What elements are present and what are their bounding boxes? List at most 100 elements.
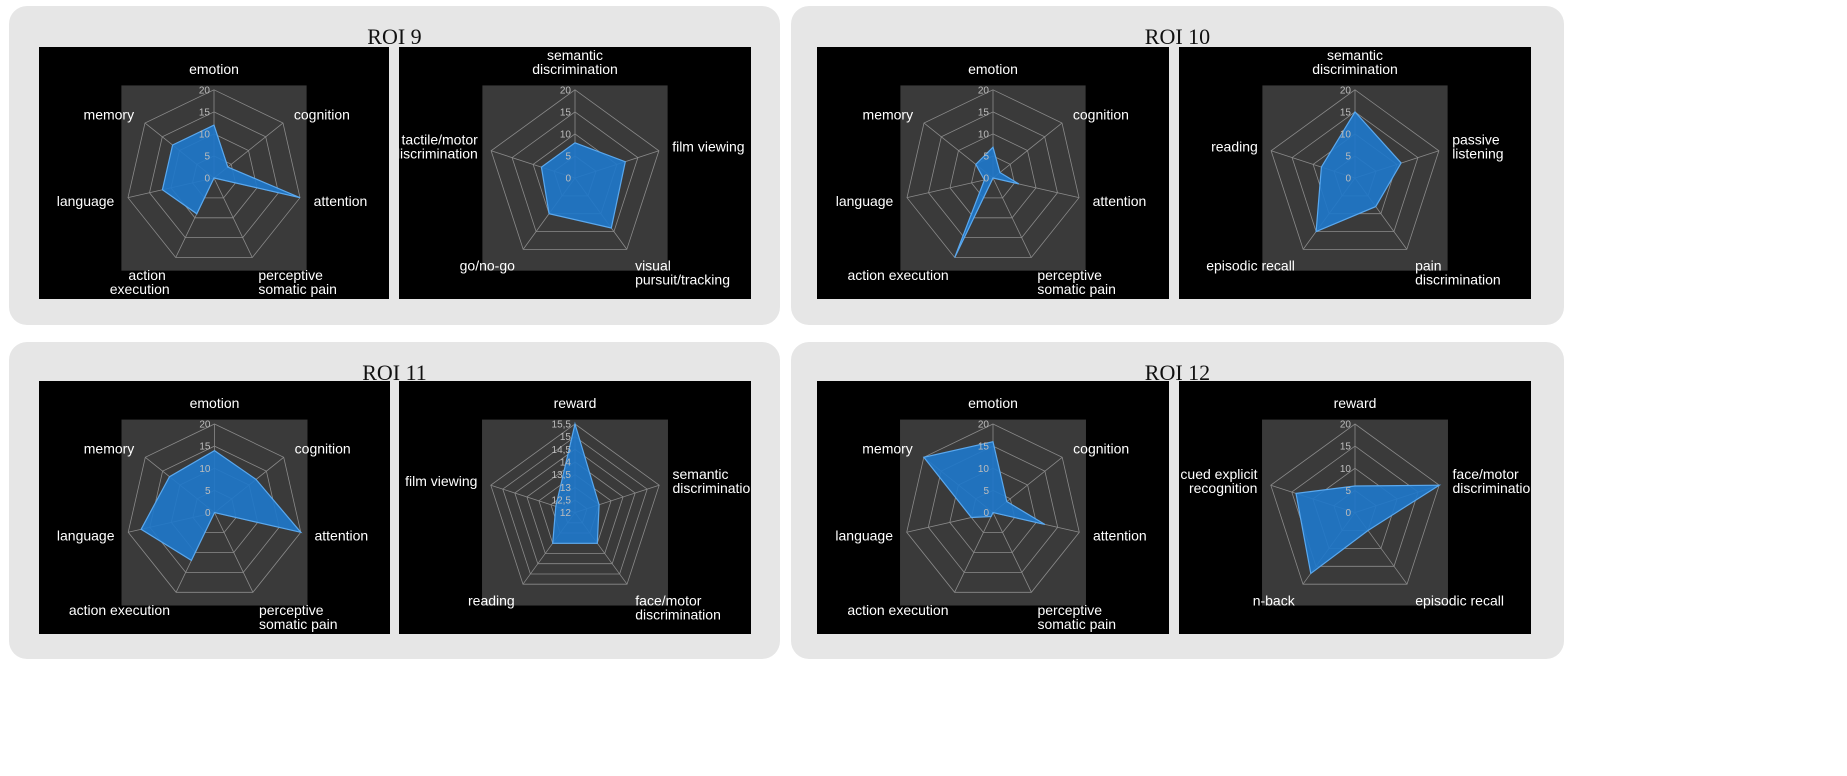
- tick-label: 0: [565, 174, 571, 185]
- axis-label: semantic discrimination: [1312, 47, 1398, 77]
- tick-label: 0: [983, 508, 989, 519]
- axis-label: attention: [314, 527, 368, 543]
- axis-label: memory: [84, 106, 135, 122]
- grid-ring: [927, 445, 1059, 573]
- grid-ring: [1291, 445, 1419, 567]
- grid-ring: [906, 89, 1080, 258]
- roi-panel-9: ROI 9 0 5 10 15 20 emotion cognition attention p…: [9, 6, 780, 325]
- axis-label: action execution: [69, 602, 170, 618]
- axis-label: language: [835, 527, 893, 543]
- tick-label: 10: [1340, 129, 1352, 140]
- grid-ring: [971, 155, 1015, 199]
- grid-ring: [127, 423, 302, 593]
- axis-label: perceptive somatic pain: [1037, 267, 1116, 297]
- spoke: [992, 177, 1032, 258]
- radar-chart: 0 5 10 15 20 emotion cognition attention percept…: [817, 381, 1169, 634]
- tick-label: 5: [204, 151, 210, 162]
- radar-chart: 0 5 10 15 20 reward face/motor discrimination ep…: [1179, 381, 1531, 634]
- tick-label: 10: [560, 129, 572, 140]
- tick-label: 20: [199, 420, 211, 431]
- roi-panel-12: ROI 12 0 5 10 15 20 emotion cognition attention…: [791, 342, 1564, 659]
- tick-label: 15: [1340, 107, 1352, 118]
- tick-label: 15: [560, 432, 572, 443]
- tick-label: 10: [1340, 464, 1352, 475]
- grid-ring: [1270, 89, 1440, 250]
- spoke: [954, 512, 994, 593]
- axis-label: perceptive somatic pain: [1037, 602, 1116, 632]
- axis-label: memory: [84, 441, 135, 457]
- axis-label: language: [57, 193, 115, 209]
- grid-ring: [928, 111, 1058, 239]
- grid-ring: [511, 111, 639, 233]
- tick-label: 15: [199, 442, 211, 453]
- axis-label: cognition: [294, 106, 350, 122]
- tick-label: 12: [560, 508, 572, 519]
- grid-ring: [526, 461, 624, 554]
- radar-svg: 0 5 10 15 20 semantic discrimination film viewi…: [399, 47, 745, 288]
- axis-label: reading: [1211, 138, 1258, 154]
- tick-label: 5: [1345, 486, 1351, 497]
- axis-label: go/no-go: [460, 258, 515, 274]
- axis-label: episodic recall: [1415, 593, 1504, 609]
- tick-label: 10: [199, 464, 211, 475]
- tick-label: 15: [199, 107, 211, 118]
- spoke: [992, 512, 1032, 593]
- tick-label: 15: [978, 442, 990, 453]
- grid-ring: [906, 423, 1080, 593]
- radar-svg: 0 5 10 15 20 emotion cognition attention percept…: [836, 61, 1147, 297]
- tick-label: 0: [205, 508, 211, 519]
- axis-label: face/motor discrimination: [635, 593, 721, 623]
- radar-chart: 0 5 10 15 20 emotion cognition attention percept…: [39, 381, 390, 634]
- tick-label: 0: [204, 174, 210, 185]
- axis-label: film viewing: [405, 473, 477, 489]
- axis-label: reward: [1334, 395, 1377, 411]
- series-area: [161, 124, 301, 215]
- axis-label: attention: [1093, 193, 1147, 209]
- grid-ring: [949, 133, 1037, 219]
- axis-label: semantic discrimination: [532, 47, 618, 77]
- tick-label: 15,5: [552, 420, 572, 431]
- grid-ring: [502, 436, 648, 575]
- axis-label: semantic discrimination: [673, 466, 751, 496]
- tick-label: 13,5: [552, 470, 572, 481]
- tick-label: 5: [205, 486, 211, 497]
- grid-ring: [490, 423, 660, 585]
- series-area: [552, 421, 600, 544]
- axis-label: pain discrimination: [1415, 258, 1501, 288]
- axis-label: tactile/motor discrimination: [399, 131, 478, 161]
- tick-label: 15: [560, 107, 572, 118]
- radar-svg: 0 5 10 15 20 emotion cognition attention percept…: [57, 61, 368, 297]
- series-area: [140, 449, 303, 562]
- axis-label: cued explicit recognition: [1180, 466, 1257, 496]
- tick-label: 15: [978, 107, 990, 118]
- tick-label: 0: [1345, 508, 1351, 519]
- axis-label: face/motor discrimination: [1453, 466, 1531, 496]
- axis-label: attention: [1093, 527, 1147, 543]
- axis-label: attention: [314, 193, 368, 209]
- roi-panel-11: ROI 11 0 5 10 15 20 emotion cognition attention…: [9, 342, 780, 659]
- tick-label: 14: [560, 457, 572, 468]
- spoke: [992, 122, 1063, 179]
- grid-ring: [514, 448, 636, 565]
- axis-label: perceptive somatic pain: [258, 267, 337, 297]
- axis-label: reward: [554, 395, 597, 411]
- tick-label: 10: [199, 129, 211, 140]
- panel-title: ROI 9: [367, 24, 422, 49]
- spoke: [213, 177, 253, 258]
- axis-label: action execution: [847, 267, 948, 283]
- tick-label: 5: [565, 151, 571, 162]
- tick-label: 20: [560, 85, 572, 96]
- tick-label: 5: [983, 486, 989, 497]
- axis-label: cognition: [1073, 441, 1129, 457]
- tick-label: 5: [1345, 151, 1351, 162]
- tick-label: 15: [1340, 442, 1352, 453]
- radar-svg: 0 5 10 15 20 semantic discrimination passive lis…: [1206, 47, 1503, 288]
- axis-label: film viewing: [672, 138, 744, 154]
- axis-label: perceptive somatic pain: [259, 602, 338, 632]
- grid-ring: [149, 445, 280, 573]
- tick-label: 0: [1345, 174, 1351, 185]
- series-area: [922, 440, 1046, 525]
- axis-label: cognition: [295, 441, 351, 457]
- axis-label: reading: [468, 593, 515, 609]
